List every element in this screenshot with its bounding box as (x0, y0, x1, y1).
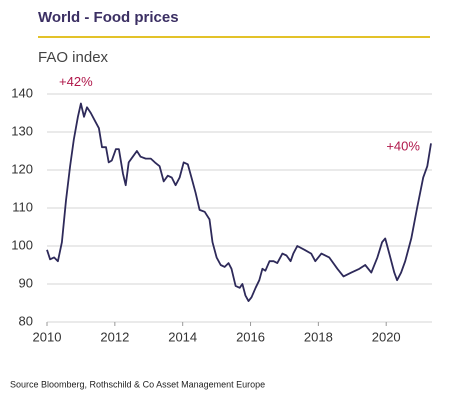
x-tick-label: 2018 (304, 329, 333, 344)
annotation: +42% (59, 74, 93, 89)
data-line (46, 102, 432, 302)
y-tick-label: 90 (19, 275, 33, 290)
x-tick-label: 2014 (168, 329, 197, 344)
y-tick-label: 140 (11, 85, 33, 100)
x-tick-label: 2012 (100, 329, 129, 344)
y-tick-label: 80 (19, 313, 33, 328)
chart-subtitle: FAO index (38, 49, 109, 66)
y-tick-label: 120 (11, 161, 33, 176)
y-tick-label: 130 (11, 123, 33, 138)
annotation: +40% (386, 139, 420, 154)
x-tick-label: 2010 (33, 329, 62, 344)
y-tick-label: 110 (12, 199, 33, 214)
chart-title: World - Food prices (38, 9, 179, 26)
x-tick-label: 2020 (372, 329, 401, 344)
source-note: Source Bloomberg, Rothschild & Co Asset … (10, 379, 265, 389)
y-tick-label: 100 (11, 237, 33, 252)
x-tick-label: 2016 (236, 329, 265, 344)
